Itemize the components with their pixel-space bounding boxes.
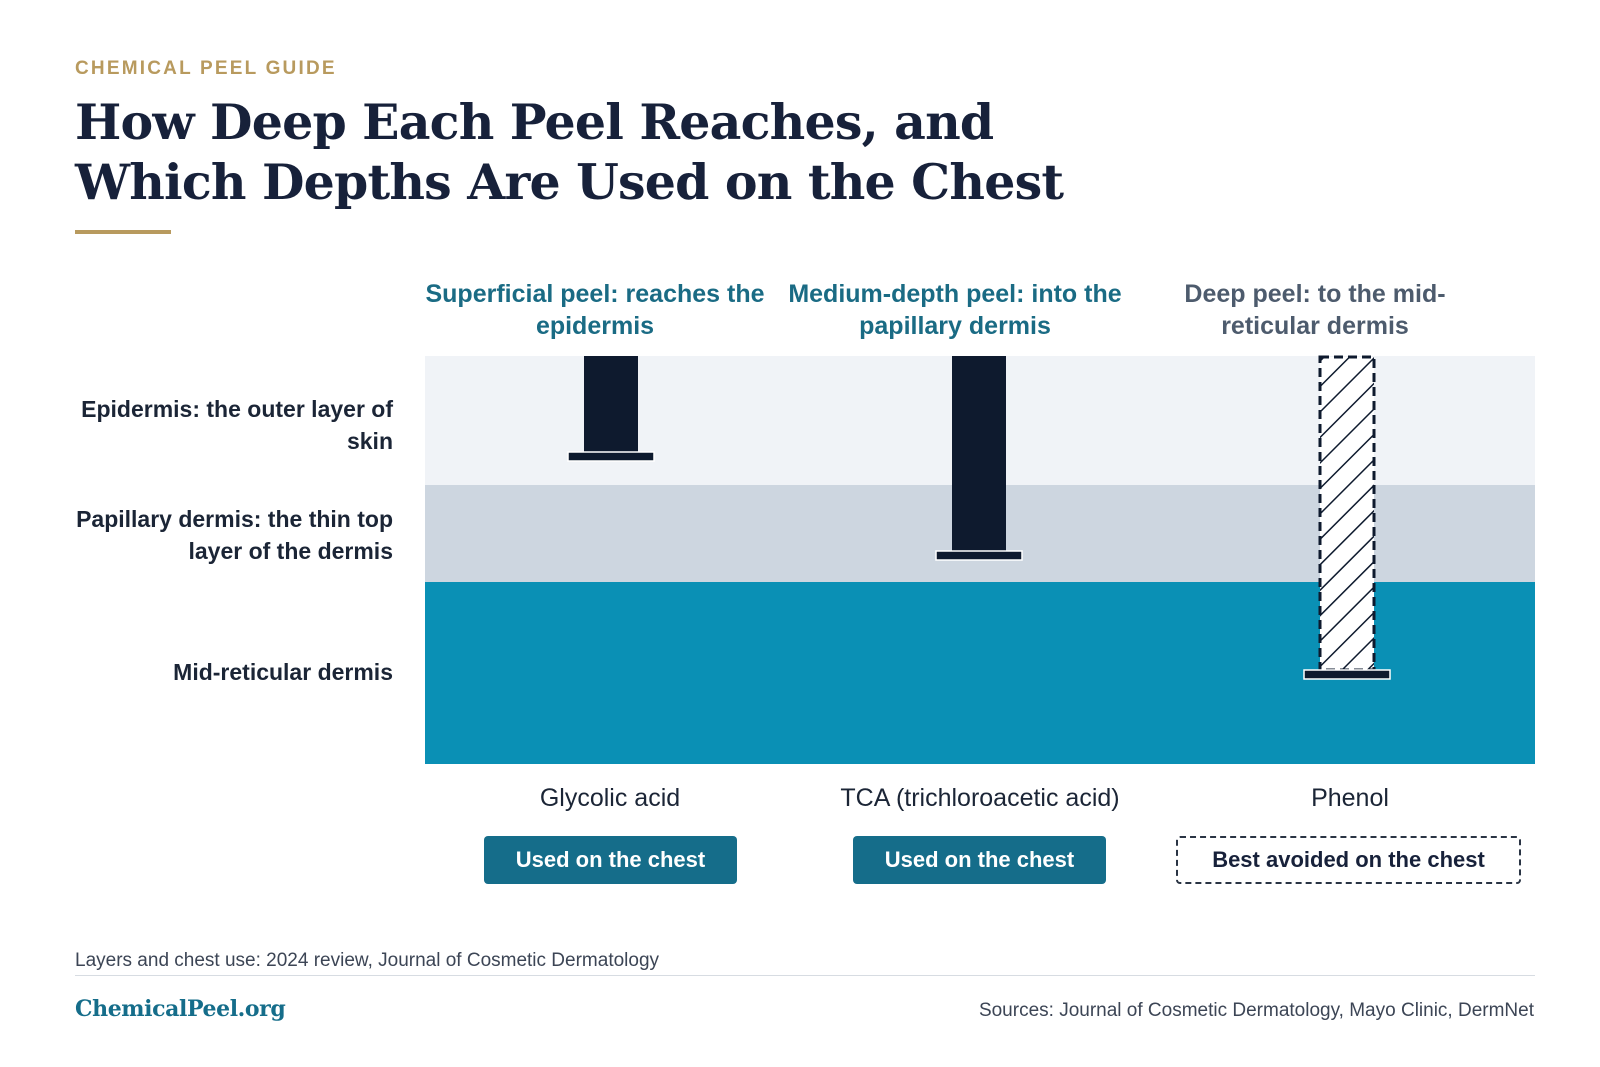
footer-divider <box>75 975 1535 976</box>
depth-cap-medium <box>935 550 1023 561</box>
depth-bar-superficial <box>584 356 638 452</box>
agent-label-tca: TCA (trichloroacetic acid) <box>840 784 1120 812</box>
source-footnote: Layers and chest use: 2024 review, Journ… <box>75 950 660 971</box>
chest-use-badge-glycolic: Used on the chest <box>484 836 737 884</box>
brand-logo-text[interactable]: ChemicalPeel.org <box>75 996 286 1022</box>
peel-heading-superficial: Superficial peel: reaches the epidermis <box>425 280 765 340</box>
depth-cap-superficial <box>567 451 655 462</box>
agent-label-glycolic-acid: Glycolic acid <box>539 784 681 812</box>
depth-cap-deep <box>1303 669 1391 680</box>
chest-use-badge-tca: Used on the chest <box>853 836 1106 884</box>
peel-heading-medium: Medium-depth peel: into the papillary de… <box>788 280 1122 340</box>
sources-credit: Sources: Journal of Cosmetic Dermatology… <box>978 1000 1534 1021</box>
depth-bar-deep <box>1318 355 1376 672</box>
depth-bar-medium <box>952 356 1006 552</box>
layer-label-papillary-dermis: Papillary dermis: the thin top layer of … <box>76 506 393 564</box>
title-accent-rule <box>75 230 171 234</box>
page-title: How Deep Each Peel Reaches, and Which De… <box>75 93 1064 211</box>
chest-use-badge-phenol: Best avoided on the chest <box>1176 836 1521 884</box>
layer-label-epidermis: Epidermis: the outer layer of skin <box>81 396 393 454</box>
agent-label-phenol: Phenol <box>1311 784 1389 812</box>
peel-heading-deep: Deep peel: to the mid-reticular dermis <box>1184 280 1446 340</box>
kicker: CHEMICAL PEEL GUIDE <box>75 58 337 79</box>
layer-label-mid-reticular-dermis: Mid-reticular dermis <box>173 659 393 685</box>
